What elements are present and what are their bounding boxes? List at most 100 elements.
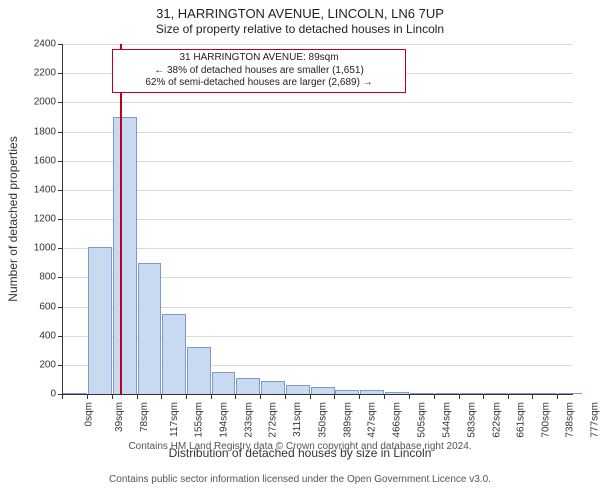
histogram-bar xyxy=(236,378,260,394)
y-grid-line xyxy=(63,44,573,45)
histogram-bar xyxy=(385,392,409,394)
histogram-bar xyxy=(558,393,582,394)
x-tick-mark xyxy=(434,394,435,399)
x-tick-label: 427sqm xyxy=(367,402,378,438)
annotation-box: 31 HARRINGTON AVENUE: 89sqm← 38% of deta… xyxy=(112,49,406,93)
histogram-bar xyxy=(311,387,335,394)
x-tick-label: 622sqm xyxy=(491,402,502,438)
y-grid-line xyxy=(63,132,573,133)
y-tick-label: 1400 xyxy=(34,184,56,195)
plot-area xyxy=(62,44,573,395)
x-tick-label: 155sqm xyxy=(193,402,204,438)
histogram-bar xyxy=(113,117,137,394)
x-tick-label: 78sqm xyxy=(139,402,150,432)
y-tick-label: 400 xyxy=(39,330,56,341)
histogram-bar xyxy=(410,393,434,394)
y-tick-mark xyxy=(58,219,63,220)
histogram-bar xyxy=(88,247,112,394)
x-tick-mark xyxy=(532,394,533,399)
y-tick-mark xyxy=(58,44,63,45)
x-tick-label: 39sqm xyxy=(114,402,125,432)
y-axis-label: Number of detached properties xyxy=(6,136,20,301)
y-tick-label: 1800 xyxy=(34,126,56,137)
x-tick-label: 272sqm xyxy=(268,402,279,438)
y-tick-mark xyxy=(58,307,63,308)
y-tick-label: 200 xyxy=(39,359,56,370)
y-grid-line xyxy=(63,190,573,191)
histogram-bar xyxy=(360,390,384,394)
histogram-bar xyxy=(138,263,162,394)
histogram-bar xyxy=(335,390,359,394)
page-subtitle: Size of property relative to detached ho… xyxy=(0,22,600,36)
x-tick-label: 738sqm xyxy=(565,402,576,438)
chart-container: { "header": { "title": "31, HARRINGTON A… xyxy=(0,0,600,500)
x-tick-mark xyxy=(359,394,360,399)
x-tick-mark xyxy=(459,394,460,399)
property-marker-line xyxy=(120,44,122,394)
x-tick-mark xyxy=(384,394,385,399)
y-tick-mark xyxy=(58,161,63,162)
annotation-line: ← 38% of detached houses are smaller (1,… xyxy=(119,65,399,78)
annotation-line: 31 HARRINGTON AVENUE: 89sqm xyxy=(119,52,399,65)
y-tick-mark xyxy=(58,248,63,249)
histogram-bar xyxy=(484,393,508,394)
x-tick-mark xyxy=(557,394,558,399)
y-grid-line xyxy=(63,161,573,162)
x-tick-mark xyxy=(137,394,138,399)
y-tick-mark xyxy=(58,132,63,133)
histogram-bar xyxy=(63,393,87,394)
x-tick-label: 544sqm xyxy=(441,402,452,438)
x-tick-label: 350sqm xyxy=(318,402,329,438)
histogram-bar xyxy=(261,381,285,394)
y-tick-label: 2400 xyxy=(34,39,56,50)
histogram-bar xyxy=(187,347,211,394)
x-tick-mark xyxy=(409,394,410,399)
x-tick-label: 466sqm xyxy=(392,402,403,438)
histogram-bar xyxy=(286,385,310,394)
y-tick-label: 600 xyxy=(39,301,56,312)
x-tick-label: 194sqm xyxy=(218,402,229,438)
x-tick-mark xyxy=(483,394,484,399)
y-tick-label: 0 xyxy=(50,389,56,400)
y-tick-mark xyxy=(58,102,63,103)
x-tick-label: 661sqm xyxy=(516,402,527,438)
x-tick-label: 583sqm xyxy=(466,402,477,438)
x-tick-mark xyxy=(508,394,509,399)
x-tick-mark xyxy=(285,394,286,399)
y-tick-mark xyxy=(58,277,63,278)
x-tick-mark xyxy=(260,394,261,399)
footer-line-2: Contains public sector information licen… xyxy=(0,474,600,485)
x-tick-mark xyxy=(211,394,212,399)
x-tick-label: 233sqm xyxy=(243,402,254,438)
footer-line-1: Contains HM Land Registry data © Crown c… xyxy=(0,441,600,452)
y-tick-label: 800 xyxy=(39,272,56,283)
histogram-bar xyxy=(162,314,186,394)
x-tick-mark xyxy=(334,394,335,399)
x-tick-mark xyxy=(310,394,311,399)
histogram-bar xyxy=(212,372,236,394)
y-grid-line xyxy=(63,102,573,103)
x-tick-mark xyxy=(186,394,187,399)
histogram-bar xyxy=(435,393,459,394)
x-tick-label: 700sqm xyxy=(541,402,552,438)
x-tick-label: 505sqm xyxy=(417,402,428,438)
histogram-bar xyxy=(509,393,533,394)
x-tick-label: 311sqm xyxy=(292,402,303,437)
y-tick-label: 2000 xyxy=(34,97,56,108)
y-tick-label: 1600 xyxy=(34,155,56,166)
histogram-bar xyxy=(533,393,557,394)
y-tick-mark xyxy=(58,190,63,191)
y-tick-label: 2200 xyxy=(34,68,56,79)
x-tick-mark xyxy=(161,394,162,399)
x-tick-label: 777sqm xyxy=(590,402,600,438)
page-title: 31, HARRINGTON AVENUE, LINCOLN, LN6 7UP xyxy=(0,6,600,21)
x-tick-mark xyxy=(62,394,63,399)
x-tick-label: 0sqm xyxy=(83,402,94,426)
x-tick-mark xyxy=(112,394,113,399)
x-tick-mark xyxy=(235,394,236,399)
x-tick-label: 117sqm xyxy=(168,402,179,437)
y-tick-label: 1000 xyxy=(34,243,56,254)
annotation-line: 62% of semi-detached houses are larger (… xyxy=(119,77,399,90)
y-grid-line xyxy=(63,248,573,249)
y-grid-line xyxy=(63,219,573,220)
